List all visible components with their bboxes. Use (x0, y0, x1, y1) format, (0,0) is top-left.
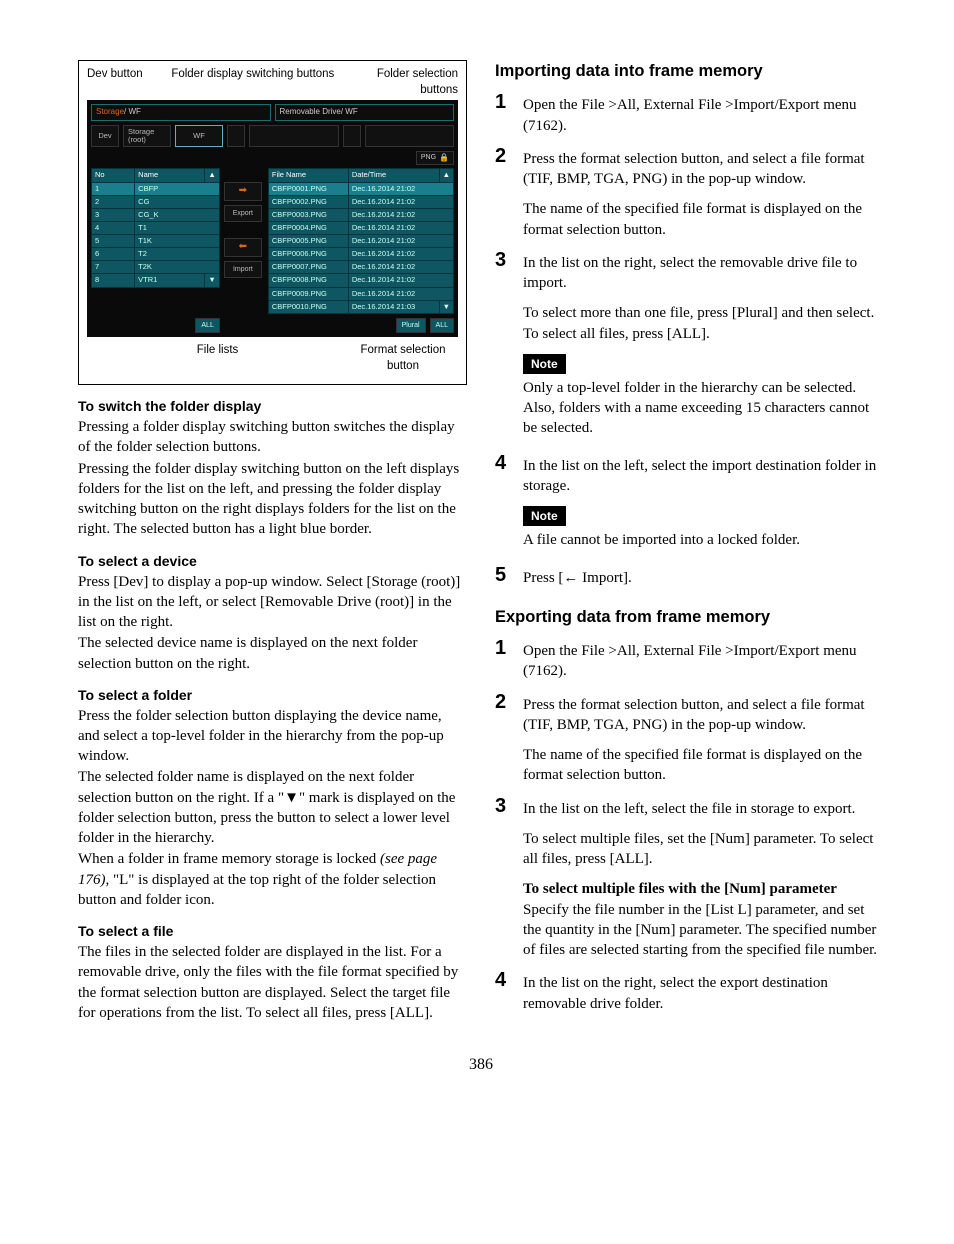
step-number: 5 (495, 565, 513, 585)
body-text: To select more than one file, press [Plu… (523, 303, 884, 344)
export-arrow-icon[interactable]: ➡ (224, 182, 262, 200)
body-text: Open the File >All, External File >Impor… (523, 641, 884, 682)
step-number: 3 (495, 250, 513, 270)
heading-importing: Importing data into frame memory (495, 60, 884, 82)
import-arrow-icon[interactable]: ⬅ (224, 238, 262, 256)
step-number: 1 (495, 638, 513, 658)
label-folder-switch: Folder display switching buttons (171, 67, 334, 98)
all-button-right[interactable]: ALL (430, 318, 454, 333)
folder-switch-right[interactable] (343, 125, 361, 147)
step-number: 1 (495, 92, 513, 112)
body-text: Press [← Import]. (523, 568, 884, 588)
scroll-up-icon-r[interactable]: ▲ (439, 169, 453, 182)
scroll-down-icon-r[interactable]: ▼ (439, 300, 453, 313)
body-text: Press the format selection button, and s… (523, 695, 884, 736)
body-text: Open the File >All, External File >Impor… (523, 95, 884, 136)
body-text: Press the format selection button, and s… (523, 149, 884, 190)
body-text: Pressing the folder display switching bu… (78, 459, 467, 540)
body-text: The name of the specified file format is… (523, 199, 884, 240)
figure-dark-panel: Storage / WF Removable Drive / WF Dev St… (87, 100, 458, 337)
wf-folder-button-left[interactable]: WF (175, 125, 223, 147)
step-number: 4 (495, 453, 513, 473)
note-text: A file cannot be imported into a locked … (523, 530, 884, 550)
body-text: In the list on the left, select the impo… (523, 456, 884, 497)
body-text: The selected folder name is displayed on… (78, 767, 467, 848)
scroll-up-icon[interactable]: ▲ (205, 169, 219, 182)
right-path: Removable Drive / WF (275, 104, 455, 121)
body-text: In the list on the right, select the rem… (523, 253, 884, 294)
step-number: 2 (495, 146, 513, 166)
heading-switch-folder: To switch the folder display (78, 397, 467, 416)
transfer-buttons: ➡ Export ⬅ Import (224, 168, 264, 313)
page-number: 386 (78, 1054, 884, 1076)
folder-spacer (249, 125, 339, 147)
ui-screenshot-figure: Dev button Folder display switching butt… (78, 60, 467, 385)
heading-exporting: Exporting data from frame memory (495, 606, 884, 628)
body-text: To select multiple files, set the [Num] … (523, 829, 884, 870)
storage-root-button[interactable]: Storage (root) (123, 125, 171, 147)
scroll-down-icon[interactable]: ▼ (205, 274, 219, 287)
label-folder-sel: Folder selection buttons (363, 67, 458, 98)
bold-subhead: To select multiple files with the [Num] … (523, 881, 837, 897)
dev-button[interactable]: Dev (91, 125, 119, 147)
step-number: 2 (495, 692, 513, 712)
plural-button[interactable]: Plural (396, 318, 426, 333)
body-text: In the list on the left, select the file… (523, 799, 884, 819)
body-text: Press [Dev] to display a pop-up window. … (78, 572, 467, 633)
body-text: In the list on the right, select the exp… (523, 973, 884, 1014)
body-text: The name of the specified file format is… (523, 745, 884, 786)
heading-select-folder: To select a folder (78, 686, 467, 705)
left-file-list[interactable]: NoName▲ 1CBFP 2CG 3CG_K 4T1 5T1K 6T2 7T2… (91, 168, 220, 313)
format-selection-button[interactable]: PNG🔒 (416, 151, 454, 166)
body-text: The files in the selected folder are dis… (78, 942, 467, 1023)
note-label: Note (523, 354, 566, 374)
right-file-list[interactable]: File NameDate/Time▲ CBFP0001.PNGDec.16.2… (268, 168, 454, 313)
all-button-left[interactable]: ALL (195, 318, 219, 333)
step-number: 4 (495, 970, 513, 990)
body-text: Press the folder selection button displa… (78, 706, 467, 767)
note-text: Only a top-level folder in the hierarchy… (523, 378, 884, 439)
label-format-sel: Format selection button (348, 343, 458, 374)
body-text: When a folder in frame memory storage is… (78, 849, 467, 910)
folder-spacer-r (365, 125, 455, 147)
body-text: Pressing a folder display switching butt… (78, 417, 467, 458)
lock-icon: 🔒 (439, 153, 449, 164)
heading-select-device: To select a device (78, 552, 467, 571)
note-label: Note (523, 506, 566, 526)
label-file-lists: File lists (87, 343, 348, 374)
left-path: Storage / WF (91, 104, 271, 121)
label-dev-button: Dev button (87, 67, 143, 98)
step-number: 3 (495, 796, 513, 816)
heading-select-file: To select a file (78, 922, 467, 941)
import-button[interactable]: Import (224, 261, 262, 278)
body-text: The selected device name is displayed on… (78, 633, 467, 674)
folder-switch-left[interactable] (227, 125, 245, 147)
export-button[interactable]: Export (224, 205, 262, 222)
body-text: To select multiple files with the [Num] … (523, 879, 884, 960)
